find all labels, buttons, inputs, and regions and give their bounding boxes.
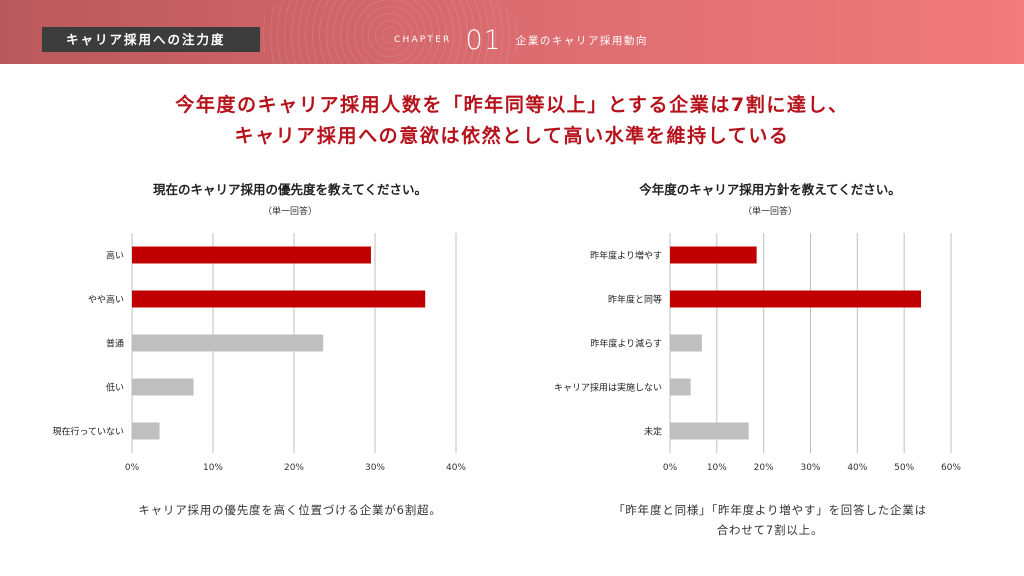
left-chart-tick-label: 0% [125,463,140,473]
header-bar: キャリア採用への注力度 CHAPTER 01 企業のキャリア採用動向 [0,0,1024,64]
right-chart-category-label: 昨年度より増やす [590,250,662,262]
right-bar-chart: 0% 10% 20% 30% 40% 50% 60% 昨年度より増やす昨年度と同等昨年度より減… [554,233,961,473]
right-chart-tick-label: 0% [663,463,678,473]
right-chart-caption: 「昨年度と同様」「昨年度より増やす」を回答した企業は 合わせて7割以上。 [540,500,1000,540]
headline-line-2: キャリア採用への意欲は依然として高い水準を維持している [234,125,790,147]
left-chart-tick-label: 30% [365,463,385,473]
left-chart-tick-label: 10% [203,463,223,473]
chapter-indicator: CHAPTER 01 企業のキャリア採用動向 [394,24,648,56]
right-chart-category-label: 未定 [644,426,662,438]
left-chart-tick-label: 20% [284,463,304,473]
left-chart-bar [132,422,160,440]
right-chart-tick-label: 10% [707,463,727,473]
left-chart-bar [132,290,426,308]
right-chart-bar [670,378,691,396]
chapter-word: CHAPTER [394,35,452,45]
left-chart-bar [132,334,324,352]
header-decoration [260,0,520,64]
left-chart-title: 現在のキャリア採用の優先度を教えてください。 [152,182,427,197]
right-chart-tick-label: 20% [754,463,774,473]
left-chart-bar [132,378,194,396]
right-chart-category-label: 昨年度より減らす [590,338,662,350]
left-chart-category-label: やや高い [88,294,124,306]
right-chart-tick-label: 30% [800,463,820,473]
headline-line-1: 今年度のキャリア採用人数を「昨年同等以上」とする企業は7割に達し、 [175,94,849,116]
left-chart-category-label: 現在行っていない [52,426,124,438]
right-chart-category-label: 昨年度と同等 [608,294,662,306]
right-chart-bar [670,246,757,264]
right-chart-tick-label: 60% [941,463,961,473]
section-label: キャリア採用への注力度 [42,27,260,52]
right-chart-bar [670,290,922,308]
left-chart-tick-label: 40% [446,463,466,473]
right-chart-title: 今年度のキャリア採用方針を教えてください。 [639,182,901,197]
right-chart-tick-label: 40% [847,463,867,473]
right-chart-bar [670,334,702,352]
headline: 今年度のキャリア採用人数を「昨年同等以上」とする企業は7割に達し、 キャリア採用… [0,90,1024,152]
left-chart-category-label: 普通 [106,338,124,350]
left-chart-category-label: 高い [106,250,124,262]
chapter-number: 01 [465,24,502,56]
left-chart-subtitle: （単一回答） [262,207,317,217]
chapter-title: 企業のキャリア採用動向 [515,34,648,47]
right-chart-subtitle: （単一回答） [742,207,797,217]
left-chart-bar [132,246,371,264]
left-chart-caption: キャリア採用の優先度を高く位置づける企業が6割超。 [138,503,442,517]
right-caption-line-1: 「昨年度と同様」「昨年度より増やす」を回答した企業は [613,503,927,517]
right-chart-bar [670,422,749,440]
right-caption-line-2: 合わせて7割以上。 [716,523,824,537]
right-chart-category-label: キャリア採用は実施しない [554,382,662,394]
left-chart-category-label: 低い [106,382,124,394]
right-chart-tick-label: 50% [894,463,914,473]
